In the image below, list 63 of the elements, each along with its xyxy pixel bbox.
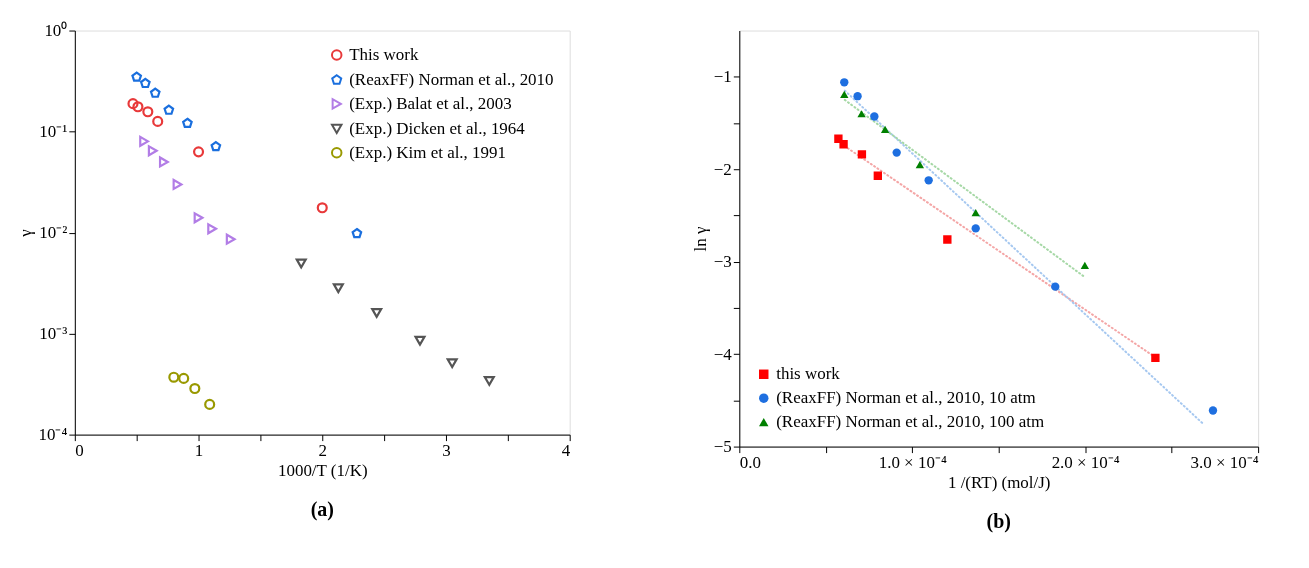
y-tick-label: −3 xyxy=(713,252,732,272)
point xyxy=(192,146,205,158)
point xyxy=(147,145,158,157)
point xyxy=(172,178,183,190)
x-tick-label: 2 xyxy=(318,441,327,461)
point xyxy=(182,117,193,128)
point xyxy=(351,227,363,239)
point xyxy=(210,141,222,152)
point xyxy=(132,101,144,113)
point xyxy=(316,202,328,214)
point xyxy=(127,98,139,110)
point xyxy=(152,115,164,127)
y-tick-label: 10⁻³ xyxy=(39,324,68,344)
y-axis-title: γ xyxy=(15,228,35,238)
point xyxy=(207,223,218,235)
point xyxy=(139,135,150,147)
legend-label: this work xyxy=(776,364,841,384)
x-tick-label: 1 xyxy=(194,441,204,461)
legend-label: (Exp.) Balat et al., 2003 xyxy=(349,93,512,113)
point xyxy=(225,233,236,245)
legend-label: (ReaxFF) Norman et al., 2010, 100 atm xyxy=(776,412,1045,432)
point xyxy=(446,358,458,369)
y-tick-label: −1 xyxy=(713,67,732,87)
point xyxy=(131,71,143,82)
legend-label: (Exp.) Dicken et al., 1964 xyxy=(349,118,526,138)
point xyxy=(414,335,426,346)
point xyxy=(483,375,495,386)
point xyxy=(163,104,175,115)
x-tick-label: 3.0 × 10⁻⁴ xyxy=(1190,453,1259,473)
y-tick-label: 10⁻⁴ xyxy=(38,425,68,445)
text: (b) xyxy=(986,510,1011,534)
point xyxy=(295,258,307,269)
y-tick-label: −4 xyxy=(713,344,733,364)
x-tick-label: 0.0 xyxy=(739,453,762,473)
y-tick-label: −2 xyxy=(713,159,732,179)
x-tick-label: 0 xyxy=(75,441,84,461)
point xyxy=(168,371,180,383)
point xyxy=(142,106,154,118)
point xyxy=(371,308,383,318)
y-tick-label: 10⁰ xyxy=(44,21,68,41)
legend-label: (ReaxFF) Norman et al., 2010, 10 atm xyxy=(776,388,1036,408)
point xyxy=(158,156,169,168)
point xyxy=(149,87,161,98)
x-axis-title: 1 /(RT) (mol/J) xyxy=(947,473,1051,492)
x-tick-label: 4 xyxy=(561,441,571,461)
point xyxy=(204,398,216,410)
text: (a) xyxy=(310,498,334,522)
point xyxy=(189,382,201,395)
x-tick-label: 2.0 × 10⁻⁴ xyxy=(1051,453,1120,473)
legend-label: This work xyxy=(349,44,419,64)
y-tick-label: −5 xyxy=(713,437,732,457)
x-tick-label: 1.0 × 10⁻⁴ xyxy=(878,453,947,473)
legend-label: (ReaxFF) Norman et al., 2010 xyxy=(349,69,554,89)
point xyxy=(193,212,204,224)
x-tick-label: 3 xyxy=(442,441,451,461)
legend-label: (Exp.) Kim et al., 1991 xyxy=(349,142,506,162)
point xyxy=(332,283,344,294)
x-axis-title: 1000/T (1/K) xyxy=(277,461,368,481)
y-tick-label: 10⁻¹ xyxy=(39,122,68,142)
point xyxy=(178,372,190,384)
y-axis-title: ln γ xyxy=(690,226,710,252)
point xyxy=(140,77,151,89)
y-tick-label: 10⁻² xyxy=(39,223,68,243)
